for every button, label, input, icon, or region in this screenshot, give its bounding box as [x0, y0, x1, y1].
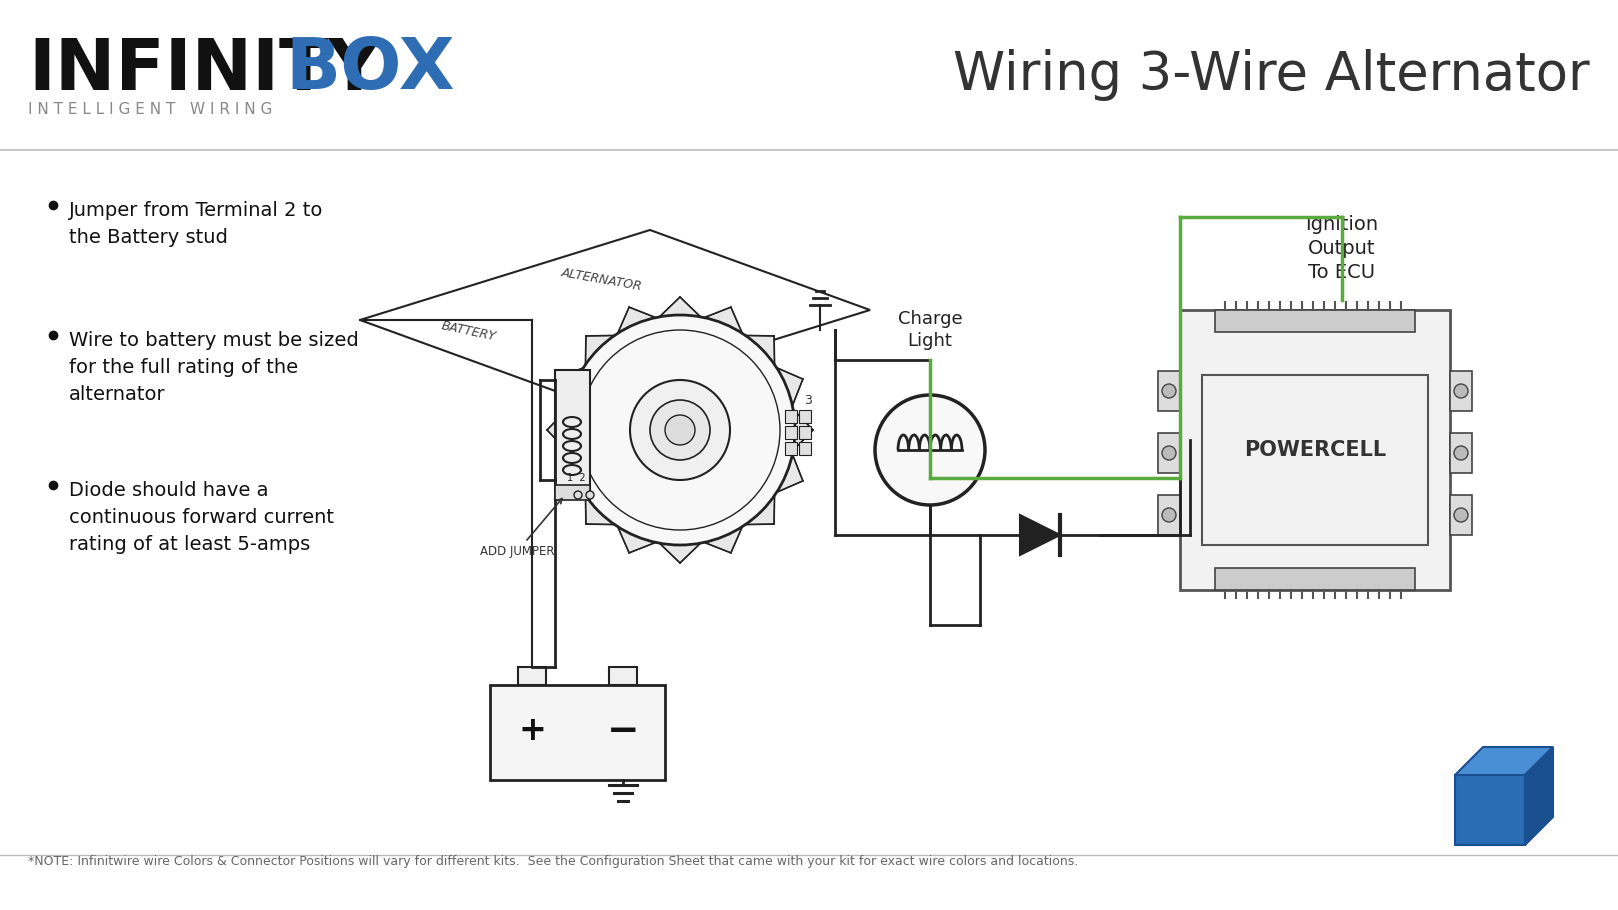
Text: ALTERNATOR: ALTERNATOR [560, 266, 642, 293]
Polygon shape [746, 336, 775, 365]
Polygon shape [704, 527, 743, 553]
Bar [1180, 310, 1450, 590]
Polygon shape [547, 410, 566, 450]
Text: I N T E L L I G E N T   W I R I N G: I N T E L L I G E N T W I R I N G [28, 103, 272, 117]
Text: ADD JUMPER: ADD JUMPER [481, 499, 561, 558]
Polygon shape [586, 336, 615, 365]
Bar [518, 667, 545, 685]
Text: *NOTE: Infinitwire wire Colors & Connector Positions will vary for different kit: *NOTE: Infinitwire wire Colors & Connect… [28, 855, 1078, 868]
Polygon shape [660, 543, 701, 563]
Polygon shape [793, 410, 812, 450]
Text: POWERCELL: POWERCELL [1244, 440, 1387, 460]
Bar [1215, 310, 1416, 332]
Circle shape [665, 415, 696, 445]
Circle shape [1455, 446, 1468, 460]
Bar [490, 685, 665, 780]
Polygon shape [704, 307, 743, 333]
Bar [1450, 371, 1472, 411]
Text: Jumper from Terminal 2 to
the Battery stud: Jumper from Terminal 2 to the Battery st… [70, 201, 324, 248]
Bar [785, 410, 798, 423]
Bar [1450, 495, 1472, 535]
Text: Diode should have a
continuous forward current
rating of at least 5-amps: Diode should have a continuous forward c… [70, 481, 333, 554]
Bar [1158, 495, 1180, 535]
Text: Wiring 3-Wire Alternator: Wiring 3-Wire Alternator [953, 49, 1590, 101]
Bar [1215, 568, 1416, 590]
Circle shape [586, 491, 594, 499]
Polygon shape [1455, 775, 1526, 845]
Bar [799, 410, 811, 423]
Polygon shape [586, 495, 615, 524]
Bar [785, 426, 798, 439]
Polygon shape [746, 495, 775, 524]
Circle shape [1162, 446, 1176, 460]
Bar [1158, 371, 1180, 411]
Text: BATTERY: BATTERY [440, 318, 497, 343]
Text: BOX: BOX [285, 35, 455, 105]
Polygon shape [1455, 747, 1553, 775]
Text: Ignition
Output
To ECU: Ignition Output To ECU [1306, 215, 1379, 282]
Bar [1450, 433, 1472, 473]
Circle shape [1162, 384, 1176, 398]
Polygon shape [557, 454, 584, 492]
Polygon shape [777, 454, 803, 492]
Bar [608, 667, 637, 685]
Polygon shape [555, 370, 591, 490]
Text: Wire to battery must be sized
for the full rating of the
alternator: Wire to battery must be sized for the fu… [70, 331, 359, 405]
Circle shape [629, 380, 730, 480]
Polygon shape [557, 368, 584, 406]
Bar [785, 442, 798, 455]
Bar [1202, 375, 1429, 545]
Polygon shape [618, 307, 655, 333]
Circle shape [565, 315, 794, 545]
Polygon shape [660, 297, 701, 317]
Text: 1  2: 1 2 [566, 473, 586, 483]
Text: +: + [518, 714, 545, 747]
Bar [799, 426, 811, 439]
Bar [1158, 433, 1180, 473]
Bar [799, 442, 811, 455]
Polygon shape [618, 527, 655, 553]
Text: 3: 3 [804, 393, 812, 407]
Text: INFINITY: INFINITY [28, 35, 380, 105]
Circle shape [875, 395, 985, 505]
Polygon shape [777, 368, 803, 406]
Circle shape [574, 491, 582, 499]
Text: −: − [607, 712, 639, 750]
Polygon shape [1019, 515, 1060, 555]
Text: Charge
Light: Charge Light [898, 309, 963, 350]
Circle shape [1455, 508, 1468, 522]
Bar [555, 485, 591, 500]
Circle shape [650, 400, 710, 460]
Polygon shape [1526, 747, 1553, 845]
Circle shape [1455, 384, 1468, 398]
Circle shape [1162, 508, 1176, 522]
